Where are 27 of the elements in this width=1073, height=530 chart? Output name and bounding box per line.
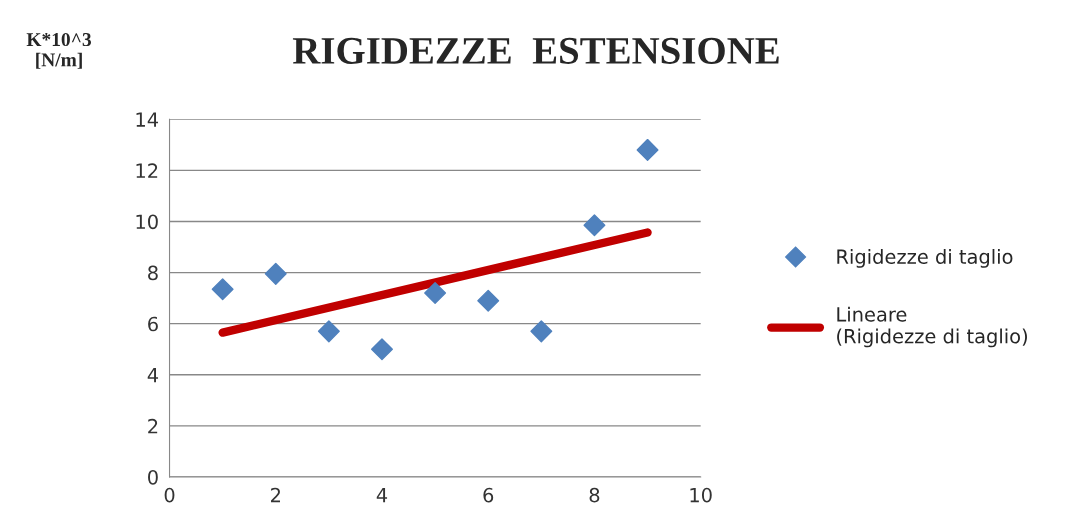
point <box>424 282 447 305</box>
point <box>264 262 287 285</box>
y-tick-label: 12 <box>136 163 158 178</box>
x-tick-label: 0 <box>164 487 175 503</box>
chart-title: RIGIDEZZE ESTENSIONE <box>292 37 779 64</box>
y-tick-label: 8 <box>148 265 158 281</box>
y-tick-label: 14 <box>136 112 159 127</box>
x-tick-label: 8 <box>589 487 600 503</box>
point <box>583 214 606 237</box>
legend-label: Rigidezze di taglio <box>837 248 1013 268</box>
y-axis-title: K*10^3 [N/m] <box>26 32 92 69</box>
point <box>530 320 553 343</box>
y-tick-label: 10 <box>136 214 158 230</box>
point <box>317 320 340 343</box>
y-tick-label: 4 <box>147 368 159 383</box>
point <box>211 278 234 301</box>
legend-label: Lineare (Rigidezze di taglio) <box>837 306 1027 348</box>
point <box>636 138 659 161</box>
y-tick-label: 2 <box>148 418 158 434</box>
x-tick-label: 2 <box>271 487 280 503</box>
x-tick-label: 4 <box>376 488 388 503</box>
point <box>477 289 500 312</box>
point <box>370 338 393 361</box>
y-tick-label: 6 <box>148 316 158 332</box>
x-tick-label: 10 <box>690 487 712 503</box>
y-tick-label: 0 <box>148 469 158 485</box>
x-tick-label: 6 <box>483 487 494 503</box>
